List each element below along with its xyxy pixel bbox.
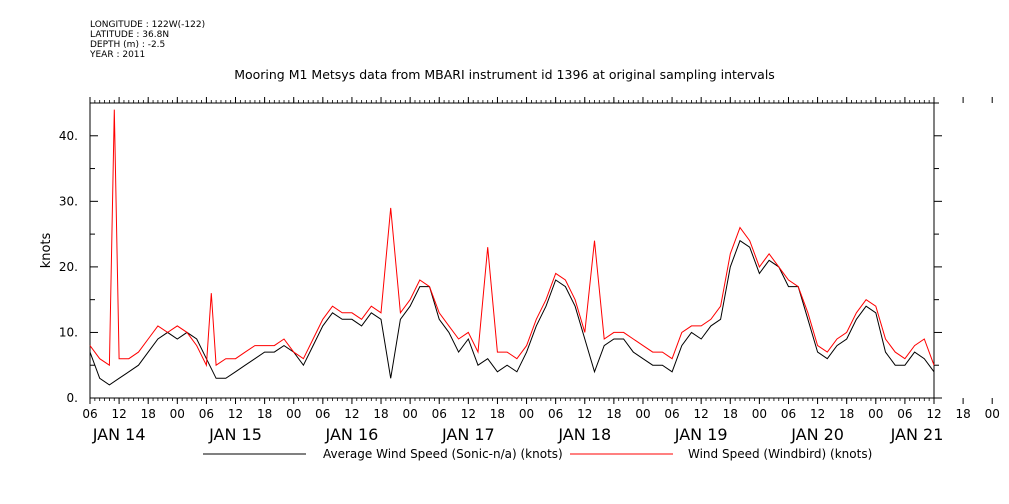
longitude-text: LONGITUDE : 122W(-122) (90, 20, 206, 30)
x-hour-tick-label: 00 (170, 407, 185, 421)
plot-frame (89, 102, 935, 399)
x-day-label: JAN 14 (92, 425, 146, 444)
depth-text: DEPTH (m) : -2.5 (90, 40, 166, 50)
x-hour-tick-label: 12 (810, 407, 825, 421)
x-hour-tick-label: 12 (577, 407, 592, 421)
x-hour-tick-label: 18 (257, 407, 272, 421)
x-day-label: JAN 15 (208, 425, 262, 444)
x-hour-tick-label: 12 (461, 407, 476, 421)
chart-title: Mooring M1 Metsys data from MBARI instru… (234, 67, 775, 82)
x-day-label: JAN 18 (557, 425, 611, 444)
x-hour-tick-label: 00 (519, 407, 534, 421)
y-axis-label: knots (39, 232, 54, 268)
x-hour-tick-label: 00 (985, 407, 1000, 421)
x-hour-tick-label: 06 (897, 407, 912, 421)
series-line-windbird (89, 109, 935, 368)
year-text: YEAR : 2011 (90, 50, 146, 60)
x-day-label: JAN 17 (441, 425, 495, 444)
x-hour-tick-label: 18 (723, 407, 738, 421)
legend-entry: Average Wind Speed (Sonic-n/a) (knots) (323, 447, 563, 461)
y-tick-label: 0. (67, 391, 78, 405)
x-hour-tick-label: 18 (606, 407, 621, 421)
y-tick-label: 20. (59, 260, 78, 274)
x-hour-tick-label: 12 (926, 407, 941, 421)
x-hour-tick-label: 12 (344, 407, 359, 421)
mooring-metadata: LONGITUDE : 122W(-122) LATITUDE : 36.8N … (90, 20, 205, 60)
x-hour-tick-label: 06 (548, 407, 563, 421)
x-hour-tick-label: 00 (868, 407, 883, 421)
x-hour-tick-label: 18 (955, 407, 970, 421)
x-hour-tick-label: 06 (315, 407, 330, 421)
x-hour-tick-label: 18 (141, 407, 156, 421)
x-day-label: JAN 21 (890, 425, 944, 444)
x-hour-tick-label: 06 (781, 407, 796, 421)
y-tick-label: 10. (59, 325, 78, 339)
x-hour-tick-label: 06 (664, 407, 679, 421)
x-hour-tick-label: 06 (432, 407, 447, 421)
x-hour-tick-label: 00 (752, 407, 767, 421)
x-hour-tick-label: 12 (111, 407, 126, 421)
x-hour-tick-label: 00 (402, 407, 417, 421)
x-hour-tick-label: 12 (694, 407, 709, 421)
x-hour-tick-label: 12 (228, 407, 243, 421)
x-hour-tick-label: 18 (373, 407, 388, 421)
x-hour-tick-label: 00 (635, 407, 650, 421)
x-day-label: JAN 20 (790, 425, 844, 444)
x-hour-tick-label: 06 (199, 407, 214, 421)
y-tick-label: 40. (59, 129, 78, 143)
y-tick-label: 30. (59, 194, 78, 208)
x-hour-tick-label: 18 (490, 407, 505, 421)
legend-entry: Wind Speed (Windbird) (knots) (688, 447, 872, 461)
x-hour-tick-label: 00 (286, 407, 301, 421)
x-day-label: JAN 19 (674, 425, 728, 444)
x-day-label: JAN 16 (325, 425, 379, 444)
x-hour-tick-label: 18 (839, 407, 854, 421)
latitude-text: LATITUDE : 36.8N (90, 30, 170, 40)
series-line-average-wind (89, 239, 935, 386)
x-hour-tick-label: 06 (82, 407, 97, 421)
